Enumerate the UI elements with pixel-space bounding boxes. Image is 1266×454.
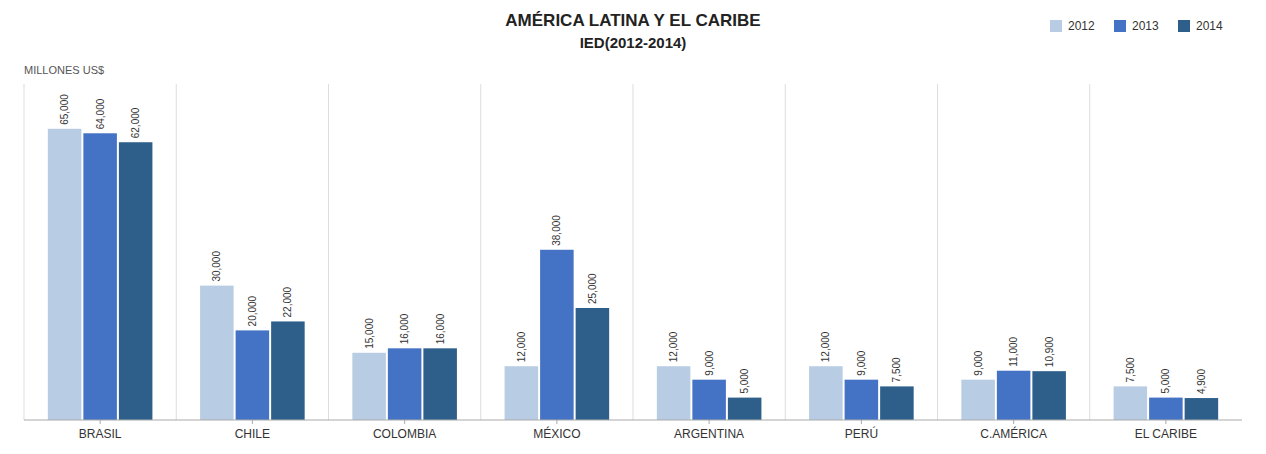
bar [845, 380, 879, 420]
x-tick [252, 420, 253, 424]
x-tick [709, 420, 710, 424]
group-separator [785, 84, 786, 420]
data-label: 9,000 [973, 350, 984, 375]
data-label: 12,000 [516, 331, 527, 362]
x-tick [1013, 420, 1014, 424]
legend-label: 2013 [1132, 19, 1159, 33]
bar [576, 308, 610, 420]
data-label: 9,000 [704, 350, 715, 375]
bar [657, 366, 691, 420]
subtitle: IED(2012-2014) [580, 34, 687, 51]
legend-label: 2012 [1068, 19, 1095, 33]
data-label: 11,000 [1008, 336, 1019, 366]
data-label: 16,000 [435, 313, 446, 344]
bar [997, 371, 1031, 420]
x-tick [404, 420, 405, 424]
x-tick-label: ARGENTINA [674, 427, 744, 441]
bar [119, 142, 153, 420]
legend: 2012 2013 2014 [1050, 19, 1223, 33]
data-label: 12,000 [820, 331, 831, 362]
data-label: 15,000 [364, 318, 375, 349]
bar [48, 129, 82, 420]
data-label: 9,000 [856, 350, 867, 375]
x-tick [556, 420, 557, 424]
bar [1185, 398, 1219, 420]
bar [236, 330, 270, 420]
x-axis-line [24, 420, 1242, 421]
x-tick-label: CHILE [235, 427, 270, 441]
x-tick-label: BRASIL [79, 427, 122, 441]
x-tick-label: MÉXICO [533, 426, 580, 441]
bar [961, 380, 995, 420]
data-label: 7,500 [891, 357, 902, 382]
bar [388, 348, 422, 420]
bar [809, 366, 843, 420]
bar [728, 398, 762, 420]
group-separator [328, 84, 329, 420]
group-separator [1089, 84, 1090, 420]
data-label: 30,000 [211, 251, 222, 282]
x-tick [100, 420, 101, 424]
data-label: 25,000 [587, 273, 598, 304]
data-label: 20,000 [247, 295, 258, 326]
group-separator [633, 84, 634, 420]
bar [352, 353, 386, 420]
group-separator [937, 84, 938, 420]
x-tick-label: EL CARIBE [1135, 427, 1197, 441]
bar [200, 286, 234, 420]
group-separator [480, 84, 481, 420]
data-label: 62,000 [130, 107, 141, 138]
legend-swatch [1178, 20, 1190, 32]
data-label: 65,000 [59, 94, 70, 125]
data-label: 22,000 [282, 286, 293, 317]
bar [692, 380, 726, 420]
bar [880, 386, 914, 420]
data-label: 4,900 [1196, 369, 1207, 394]
bar [83, 133, 117, 420]
bars [48, 129, 1218, 420]
data-label: 64,000 [95, 98, 106, 129]
data-label: 10,900 [1044, 336, 1055, 367]
bar [423, 348, 457, 420]
bar [1114, 386, 1148, 420]
y-axis-label: MILLONES US$ [24, 64, 104, 76]
bar [540, 250, 574, 420]
x-tick-label: COLOMBIA [373, 427, 436, 441]
data-labels: 65,000 30,000 15,000 12,000 12,000 12,000 9,00… [59, 94, 1207, 394]
bar [505, 366, 539, 420]
chart: AMÉRICA LATINA Y EL CARIBE IED(2012-2014)… [0, 0, 1266, 454]
data-label: 16,000 [399, 313, 410, 344]
bar [1032, 371, 1066, 420]
legend-swatch [1114, 20, 1126, 32]
x-tick [861, 420, 862, 424]
y-axis-line [24, 84, 25, 420]
x-tick-label: C.AMÉRICA [980, 426, 1047, 441]
x-tick-label: PERÚ [845, 426, 878, 441]
data-label: 38,000 [551, 215, 562, 246]
bar [1149, 398, 1183, 420]
bar [271, 321, 305, 420]
background [0, 0, 1266, 454]
title: AMÉRICA LATINA Y EL CARIBE [505, 11, 760, 30]
data-label: 5,000 [1160, 368, 1171, 393]
data-label: 12,000 [668, 331, 679, 362]
group-separator [176, 84, 177, 420]
x-tick [1165, 420, 1166, 424]
data-label: 5,000 [739, 368, 750, 393]
legend-swatch [1050, 20, 1062, 32]
data-label: 7,500 [1125, 357, 1136, 382]
legend-label: 2014 [1196, 19, 1223, 33]
